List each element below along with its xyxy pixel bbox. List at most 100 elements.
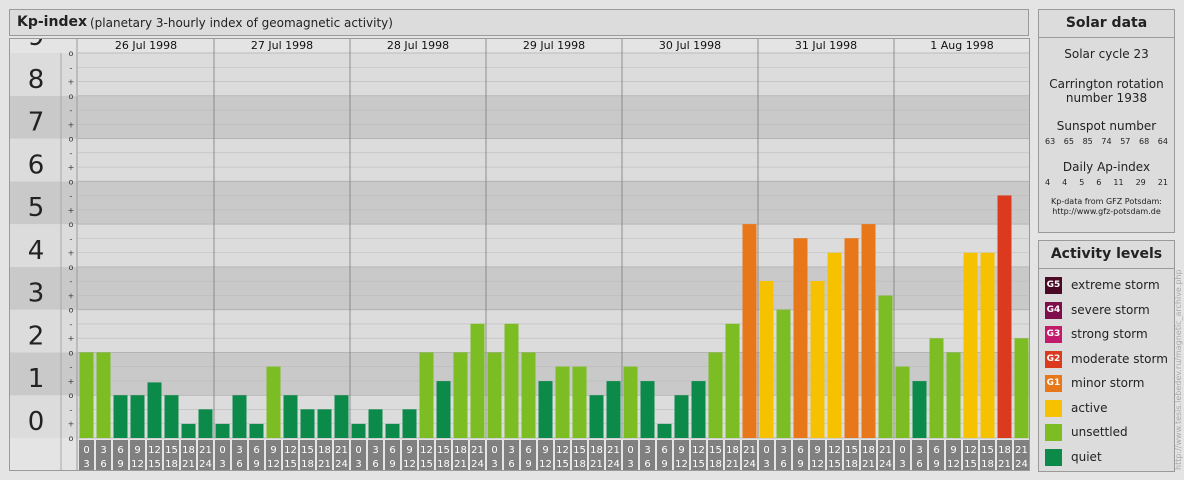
time-slot-cell bbox=[895, 440, 910, 471]
time-slot-start: 12 bbox=[964, 445, 977, 456]
time-slot-cell bbox=[589, 440, 604, 471]
legend-label: minor storm bbox=[1071, 376, 1145, 390]
y-tick-label-1: 1 bbox=[28, 364, 45, 394]
time-slot-cell bbox=[980, 440, 995, 471]
time-slot-start: 21 bbox=[743, 445, 756, 456]
time-slot-start: 3 bbox=[236, 445, 242, 456]
kp-bar-1 bbox=[96, 352, 111, 438]
legend-label: unsettled bbox=[1071, 425, 1128, 439]
time-slot-end: 9 bbox=[253, 459, 259, 470]
kp-bar-15 bbox=[334, 395, 349, 438]
time-slot-cell bbox=[657, 440, 672, 471]
time-slot-end: 21 bbox=[182, 459, 195, 470]
time-slot-start: 12 bbox=[828, 445, 841, 456]
time-slot-cell bbox=[861, 440, 876, 471]
time-slot-cell bbox=[759, 440, 774, 471]
y-subtick-label: - bbox=[70, 192, 73, 201]
time-slot-start: 9 bbox=[678, 445, 684, 456]
time-slot-start: 6 bbox=[661, 445, 667, 456]
time-slot-start: 0 bbox=[355, 445, 361, 456]
time-slot-end: 15 bbox=[284, 459, 297, 470]
kp-bar-0 bbox=[79, 352, 94, 438]
time-slot-end: 9 bbox=[117, 459, 123, 470]
kp-bar-50 bbox=[929, 338, 944, 438]
time-slot-end: 3 bbox=[491, 459, 497, 470]
time-slot-start: 15 bbox=[709, 445, 722, 456]
y-tick-label-4: 4 bbox=[28, 236, 45, 266]
kp-bar-40 bbox=[759, 281, 774, 438]
day-label: 29 Jul 1998 bbox=[523, 39, 585, 52]
kp-bar-35 bbox=[674, 395, 689, 438]
time-slot-start: 18 bbox=[726, 445, 739, 456]
time-slot-cell bbox=[963, 440, 978, 471]
sunspot-value-2: 85 bbox=[1082, 137, 1093, 146]
chart-title-bar: Kp-index (planetary 3-hourly index of ge… bbox=[9, 9, 1029, 36]
time-slot-cell bbox=[776, 440, 791, 471]
time-slot-end: 3 bbox=[83, 459, 89, 470]
time-slot-cell bbox=[725, 440, 740, 471]
time-slot-start: 6 bbox=[933, 445, 939, 456]
time-slot-start: 9 bbox=[950, 445, 956, 456]
kp-bar-6 bbox=[181, 423, 196, 438]
time-slot-start: 18 bbox=[182, 445, 195, 456]
time-slot-end: 18 bbox=[437, 459, 450, 470]
solar-data-title: Solar data bbox=[1039, 10, 1174, 38]
legend-label: strong storm bbox=[1071, 327, 1148, 341]
time-slot-end: 18 bbox=[573, 459, 586, 470]
time-slot-end: 21 bbox=[862, 459, 875, 470]
time-slot-start: 0 bbox=[899, 445, 905, 456]
time-slot-end: 6 bbox=[236, 459, 242, 470]
y-subtick-label: - bbox=[70, 149, 73, 158]
time-slot-cell bbox=[827, 440, 842, 471]
kp-bar-20 bbox=[419, 352, 434, 438]
time-slot-end: 6 bbox=[916, 459, 922, 470]
sunspot-value-5: 68 bbox=[1138, 137, 1150, 146]
y-tick-label-3: 3 bbox=[28, 279, 45, 309]
time-slot-end: 12 bbox=[267, 459, 280, 470]
kp-bar-46 bbox=[861, 224, 876, 438]
kp-bar-2 bbox=[113, 395, 128, 438]
time-slot-start: 9 bbox=[134, 445, 140, 456]
time-slot-end: 15 bbox=[556, 459, 569, 470]
time-slot-start: 18 bbox=[318, 445, 331, 456]
time-slot-start: 21 bbox=[1015, 445, 1028, 456]
time-slot-start: 15 bbox=[981, 445, 994, 456]
time-slot-end: 6 bbox=[100, 459, 106, 470]
date-header-strip bbox=[9, 38, 1030, 53]
y-subtick-label: o bbox=[69, 434, 74, 443]
time-slot-end: 9 bbox=[933, 459, 939, 470]
time-slot-end: 24 bbox=[471, 459, 484, 470]
y-tick-label-7: 7 bbox=[28, 108, 45, 138]
credit-link[interactable]: http://www.gfz-potsdam.de bbox=[1052, 207, 1161, 216]
legend-swatch: G5 bbox=[1045, 277, 1062, 294]
time-slot-end: 15 bbox=[692, 459, 705, 470]
legend-label: active bbox=[1071, 400, 1108, 415]
time-slot-end: 21 bbox=[590, 459, 603, 470]
kp-bar-27 bbox=[538, 381, 553, 438]
y-subtick-label: o bbox=[69, 348, 74, 357]
carrington-rotation-line2: number 1938 bbox=[1065, 91, 1148, 105]
kp-bar-48 bbox=[895, 366, 910, 438]
ap-index-value-5: 29 bbox=[1135, 178, 1146, 187]
time-slot-cell bbox=[419, 440, 434, 471]
ap-index-value-0: 4 bbox=[1045, 178, 1051, 187]
time-slot-cell bbox=[623, 440, 638, 471]
time-slot-start: 12 bbox=[420, 445, 433, 456]
time-slot-end: 12 bbox=[811, 459, 824, 470]
legend-label: extreme storm bbox=[1071, 278, 1160, 292]
chart-title: Kp-index bbox=[17, 14, 87, 30]
y-tick-label-0: 0 bbox=[28, 407, 45, 437]
time-slot-end: 24 bbox=[1015, 459, 1028, 470]
kp-bar-26 bbox=[521, 352, 536, 438]
day-label: 30 Jul 1998 bbox=[659, 39, 721, 52]
time-slot-cell bbox=[249, 440, 264, 471]
time-slot-end: 6 bbox=[508, 459, 514, 470]
time-slot-end: 15 bbox=[964, 459, 977, 470]
time-slot-end: 3 bbox=[355, 459, 361, 470]
y-subtick-label: - bbox=[70, 405, 73, 414]
time-slot-end: 24 bbox=[199, 459, 212, 470]
time-slot-cell bbox=[912, 440, 927, 471]
y-tick-label-9: 9 bbox=[28, 38, 45, 52]
sunspot-label: Sunspot number bbox=[1056, 119, 1157, 133]
y-subtick-label: + bbox=[68, 78, 75, 87]
